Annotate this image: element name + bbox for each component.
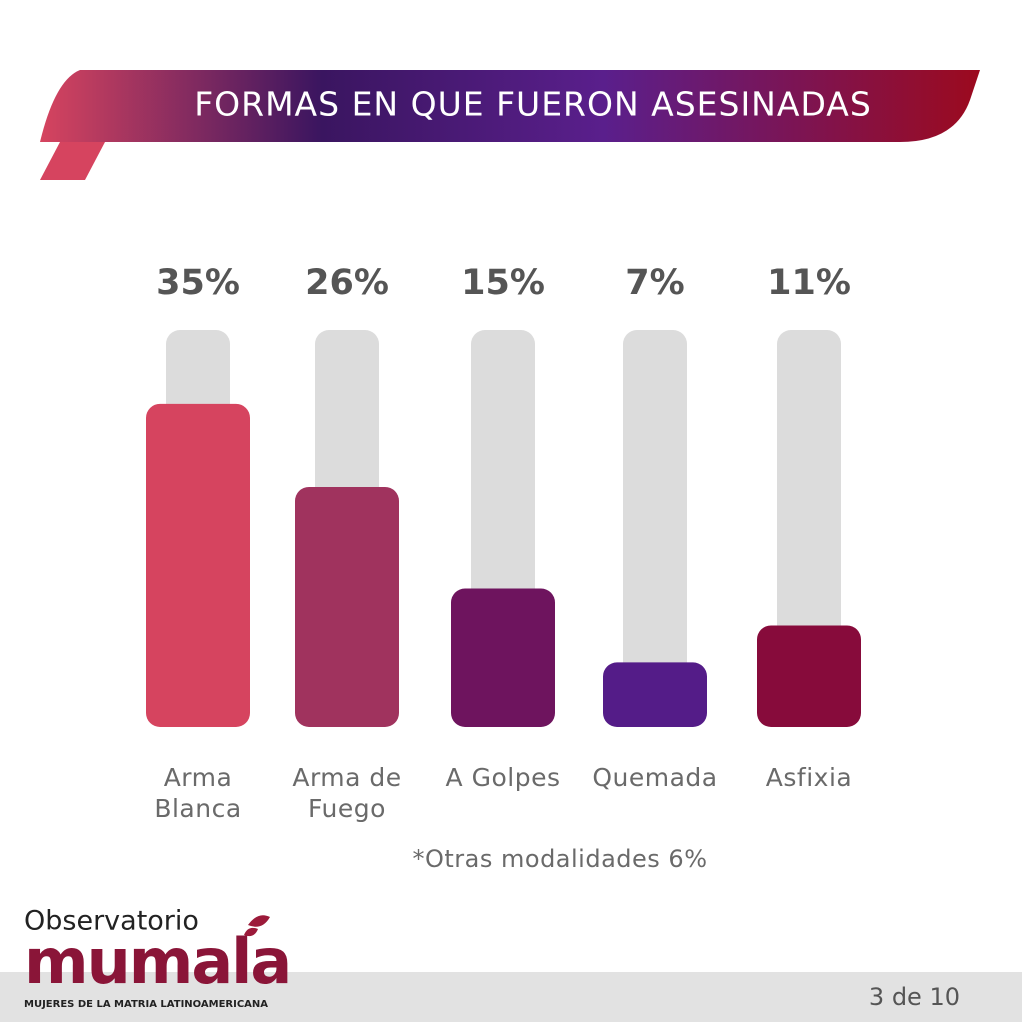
- value-label: 26%: [305, 263, 389, 303]
- logo-leaf: [244, 915, 270, 937]
- page-number: 3 de 10: [869, 983, 960, 1011]
- bar: [757, 625, 861, 727]
- value-label: 7%: [625, 263, 684, 303]
- logo-top: Observatorio: [24, 906, 199, 937]
- category-label: A Golpes: [445, 763, 561, 792]
- bar-track: [623, 330, 687, 727]
- bar: [451, 588, 555, 727]
- value-label: 35%: [156, 263, 240, 303]
- category-label: Arma Blanca: [154, 763, 242, 823]
- chart-title: FORMAS EN QUE FUERON ASESINADAS: [194, 85, 872, 124]
- bar: [146, 403, 250, 727]
- title-banner: [40, 70, 980, 142]
- footer-band: [0, 972, 1022, 1022]
- note: *Otras modalidades 6%: [413, 845, 708, 873]
- category-label: Quemada: [592, 763, 718, 792]
- value-label: 11%: [767, 263, 851, 303]
- category-label: Asfixia: [765, 763, 853, 792]
- value-label: 15%: [461, 263, 545, 303]
- logo-main: mumala: [24, 925, 290, 998]
- ribbon-fold: [40, 142, 105, 180]
- bar: [295, 486, 399, 727]
- bar: [603, 662, 707, 727]
- category-label: Arma de Fuego: [292, 763, 402, 823]
- logo-sub: MUJERES DE LA MATRIA LATINOAMERICANA: [24, 999, 268, 1010]
